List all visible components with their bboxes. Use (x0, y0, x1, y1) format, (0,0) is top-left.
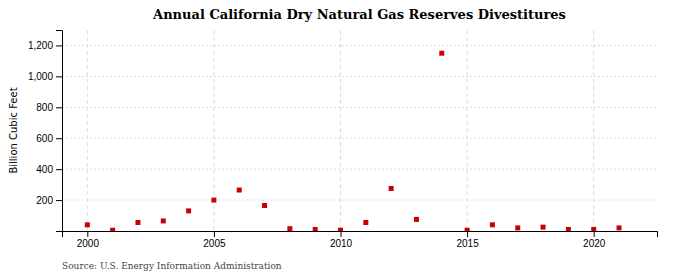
tick: 800 (36, 102, 62, 113)
x-axis: 2000 2005 2010 2015 2020 (63, 231, 658, 249)
tick-mark (56, 169, 62, 170)
point (338, 228, 343, 231)
tick: 2000 (77, 231, 100, 249)
tick-label: 2000 (77, 238, 100, 249)
point (287, 226, 292, 231)
point (414, 217, 419, 222)
tick-label: 2005 (203, 238, 226, 249)
chart: 2000 2005 2010 2015 2020 200 400 600 800 1,000 1,2… (0, 0, 675, 275)
point (515, 225, 520, 230)
tick: 2005 (203, 231, 226, 249)
tick-mark (214, 231, 215, 237)
tick: 400 (36, 164, 62, 175)
point (135, 220, 140, 225)
point (591, 227, 596, 231)
point (85, 222, 90, 227)
tick-label: 1,000 (28, 71, 53, 82)
point (186, 208, 191, 213)
tick: 600 (36, 133, 62, 144)
grid-line (62, 76, 657, 77)
tick-mark (56, 107, 62, 108)
tick: 2010 (330, 231, 353, 249)
tick-mark (341, 231, 342, 237)
point (363, 220, 368, 225)
tick-label: 2015 (456, 238, 479, 249)
point (617, 225, 622, 230)
point (211, 198, 216, 203)
point (262, 203, 267, 208)
grid-line (62, 107, 657, 108)
grid (62, 30, 657, 231)
tick-mark (56, 76, 62, 77)
point (389, 186, 394, 191)
y-axis: 200 400 600 800 1,000 1,200 (28, 31, 63, 232)
point (110, 228, 115, 231)
tick-label: 400 (36, 164, 53, 175)
annotation: Source: U.S. Energy Information Administ… (62, 261, 282, 271)
point (490, 222, 495, 227)
point (541, 225, 546, 230)
tick-mark (56, 138, 62, 139)
grid-line (62, 200, 657, 201)
tick: 2015 (456, 231, 479, 249)
tick-mark (467, 231, 468, 237)
tick-label: 200 (36, 195, 53, 206)
grid-line (62, 45, 657, 46)
plot: 2000 2005 2010 2015 2020 200 400 600 800 1,000 1,2… (28, 30, 658, 249)
point (313, 227, 318, 231)
tick-mark (56, 45, 62, 46)
point (161, 218, 166, 223)
grid-line (62, 169, 657, 170)
points (85, 51, 622, 231)
axis-line (56, 31, 63, 232)
grid-line (62, 138, 657, 139)
y-axis-title: Billion Cubic Feet (8, 87, 19, 173)
tick-mark (56, 200, 62, 201)
tick-label: 1,200 (28, 40, 53, 51)
point (465, 228, 470, 231)
tick-mark (594, 231, 595, 237)
tick: 1,000 (28, 71, 62, 82)
tick: 200 (36, 195, 62, 206)
grid-line (340, 30, 341, 231)
point (566, 227, 571, 231)
grid-line (87, 30, 88, 231)
grid-line (467, 30, 468, 231)
tick-label: 600 (36, 133, 53, 144)
tick-mark (87, 231, 88, 237)
point (237, 188, 242, 193)
grid-line (593, 30, 594, 231)
title: Annual California Dry Natural Gas Reserv… (152, 7, 566, 22)
tick: 2020 (583, 231, 606, 249)
tick: 1,200 (28, 40, 62, 51)
axis-line (63, 232, 658, 238)
tick-label: 800 (36, 102, 53, 113)
tick-label: 2020 (583, 238, 606, 249)
point (439, 51, 444, 56)
tick-label: 2010 (330, 238, 353, 249)
